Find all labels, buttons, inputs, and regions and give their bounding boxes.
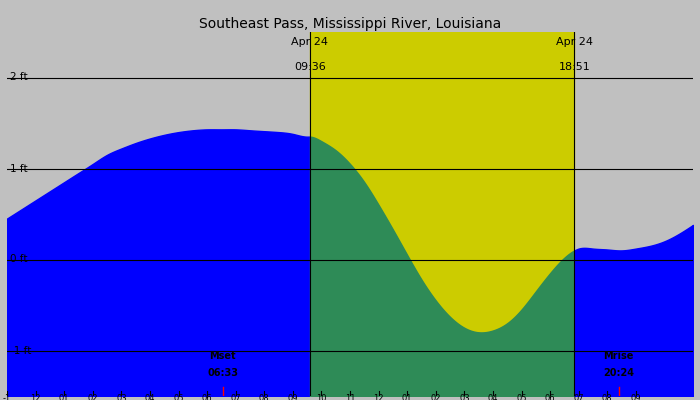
Text: 2 ft: 2 ft xyxy=(10,72,27,82)
Text: 09: 09 xyxy=(631,394,641,400)
Text: 09: 09 xyxy=(288,394,298,400)
Text: Mset: Mset xyxy=(209,352,236,362)
Text: Mrise: Mrise xyxy=(603,352,634,362)
Text: 11: 11 xyxy=(344,394,355,400)
Text: 05: 05 xyxy=(517,394,526,400)
Text: 20:24: 20:24 xyxy=(603,368,634,378)
Text: 03: 03 xyxy=(116,394,127,400)
Text: 08: 08 xyxy=(602,394,612,400)
Text: Apr 24: Apr 24 xyxy=(291,36,328,46)
Text: 10: 10 xyxy=(316,394,327,400)
Text: 08: 08 xyxy=(259,394,270,400)
Text: 06: 06 xyxy=(545,394,555,400)
Text: 04: 04 xyxy=(145,394,155,400)
Text: 09:36: 09:36 xyxy=(294,62,326,72)
Text: 02: 02 xyxy=(430,394,441,400)
Text: 07: 07 xyxy=(230,394,241,400)
Bar xyxy=(310,32,575,396)
Text: 03: 03 xyxy=(459,394,470,400)
Text: 02: 02 xyxy=(88,394,98,400)
Text: 12: 12 xyxy=(30,394,41,400)
Text: 05: 05 xyxy=(174,394,183,400)
Text: 06: 06 xyxy=(202,394,212,400)
Text: 04: 04 xyxy=(488,394,498,400)
Text: 18:51: 18:51 xyxy=(559,62,590,72)
Text: 1 ft: 1 ft xyxy=(10,164,27,174)
Text: 01: 01 xyxy=(59,394,69,400)
Text: Apr 24: Apr 24 xyxy=(556,36,593,46)
Text: 12: 12 xyxy=(373,394,384,400)
Text: 0 ft: 0 ft xyxy=(10,254,27,264)
Title: Southeast Pass, Mississippi River, Louisiana: Southeast Pass, Mississippi River, Louis… xyxy=(199,17,501,31)
Text: -1: -1 xyxy=(3,394,11,400)
Text: 07: 07 xyxy=(573,394,584,400)
Text: -1 ft: -1 ft xyxy=(10,346,32,356)
Text: 06:33: 06:33 xyxy=(207,368,238,378)
Text: 01: 01 xyxy=(402,394,412,400)
